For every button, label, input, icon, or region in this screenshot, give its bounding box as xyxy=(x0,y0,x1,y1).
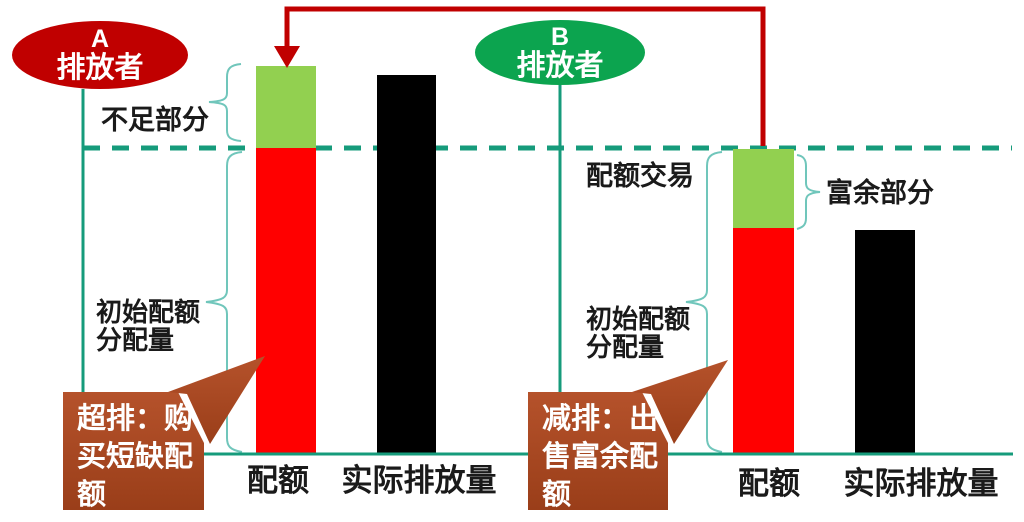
trade-flow-line xyxy=(284,6,766,146)
allocation-brace-b xyxy=(685,151,723,453)
allocation-label-a-line2: 分配量 xyxy=(96,325,175,356)
emitter-b-badge: B 排放者 xyxy=(475,20,645,85)
bar-b-actual-emissions xyxy=(855,230,915,454)
callout-b-tail xyxy=(632,360,728,444)
callout-a-line2: 买短缺配 xyxy=(77,441,194,473)
bar-a-actual-emissions xyxy=(377,75,436,454)
bar-b-quota-surplus-green xyxy=(733,149,794,228)
bar-a-quota-shortage-green xyxy=(256,66,316,148)
allocation-label-b-line2: 分配量 xyxy=(586,332,665,363)
allocation-label-b-line1: 初始配额 xyxy=(586,304,691,334)
callout-b-text: 减排：出 售富余配 额 xyxy=(542,400,658,514)
trade-arrowhead-icon xyxy=(274,46,300,68)
allocation-label-a: 初始配额 分配量 xyxy=(96,298,200,354)
shortage-brace xyxy=(208,63,242,142)
trade-label: 配额交易 xyxy=(586,161,694,191)
surplus-label: 富余部分 xyxy=(826,178,934,208)
emitter-a-role: 排放者 xyxy=(56,52,144,84)
axis-label-b-actual: 实际排放量 xyxy=(843,466,999,501)
allocation-brace-a xyxy=(205,151,243,453)
axis-label-b-quota: 配额 xyxy=(738,466,800,501)
axis-label-a-quota: 配额 xyxy=(247,463,309,498)
callout-a-line1: 超排：购 xyxy=(77,403,194,435)
emitter-b-letter: B xyxy=(550,22,570,51)
allocation-label-b: 初始配额 分配量 xyxy=(586,305,690,361)
allocation-label-a-line1: 初始配额 xyxy=(96,297,201,327)
callout-b-line1: 减排：出 xyxy=(542,403,659,435)
bar-b-quota-initial-red xyxy=(733,228,794,454)
callout-a-text: 超排：购 买短缺配 额 xyxy=(77,400,193,514)
callout-a-box xyxy=(63,392,204,510)
surplus-brace xyxy=(796,154,821,230)
callout-b-line2: 售富余配 xyxy=(542,441,659,473)
axis-label-a-actual: 实际排放量 xyxy=(341,463,497,498)
bar-a-quota-initial-red xyxy=(256,148,316,454)
emitter-a-badge: A 排放者 xyxy=(12,21,188,89)
callout-b-line3: 额 xyxy=(542,479,572,511)
emitter-a-letter: A xyxy=(90,25,110,53)
callout-a-tail xyxy=(168,356,265,444)
emitter-b-role: 排放者 xyxy=(516,49,604,82)
shortage-label: 不足部分 xyxy=(101,105,209,135)
callout-a-line3: 额 xyxy=(77,479,107,511)
callout-b-box xyxy=(528,392,668,510)
